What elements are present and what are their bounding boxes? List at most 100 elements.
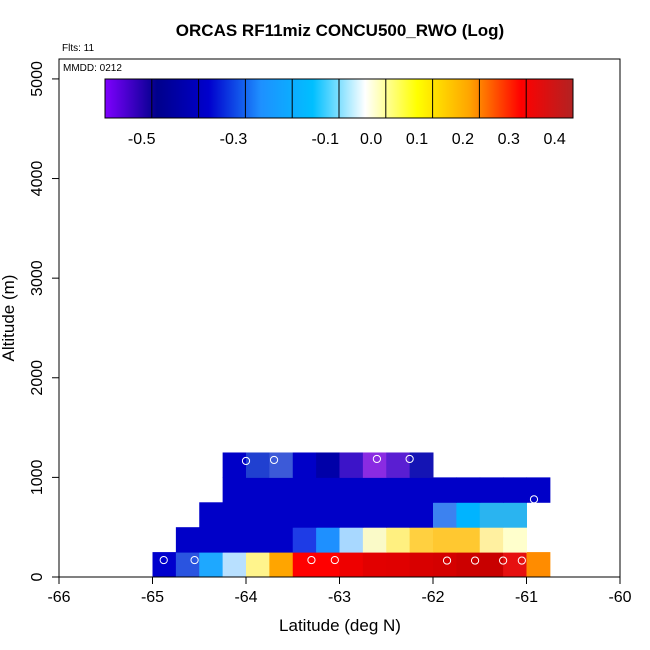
colorbar-tick-label: 0.4 [544,131,566,148]
flight-point [442,556,452,565]
flight-point [241,456,251,466]
heatmap-cell [246,552,270,578]
heatmap-cell [456,502,481,528]
y-axis-label: Altitude (m) [0,275,18,362]
heatmap-cell [503,502,527,528]
heatmap-cell [269,477,294,503]
x-tick-label: -64 [234,589,257,606]
heatmap-cell [339,477,364,503]
heatmap-cell [316,502,340,528]
heatmap-cell [386,502,411,528]
heatmap-cell [479,552,504,578]
heatmap-cell [222,502,247,528]
heatmap-cell [339,452,364,478]
heatmap-cell [222,477,247,503]
x-axis-label: Latitude (deg N) [279,616,401,635]
heatmap-cell [222,452,247,478]
flight-point [470,556,480,565]
heatmap-cell [362,477,387,503]
heatmap-cell [409,502,434,528]
heatmap-cell [362,552,387,578]
colorbar-tick-label: 0.0 [360,131,382,148]
colorbar-tick-label: -0.1 [311,131,339,148]
colorbar: -0.5 -0.3 -0.1 0.0 0.1 0.2 0.3 0.4 [104,78,574,148]
y-tick-label: 2000 [29,360,46,396]
flight-point [517,556,526,565]
heatmap-cell [409,477,434,503]
heatmap-cell [269,502,294,528]
heatmap-cell [199,552,224,578]
flight-point [499,556,508,565]
heatmap-cell [246,452,270,478]
flight-point [330,555,339,565]
chart-title: ORCAS RF11miz CONCU500_RWO (Log) [176,21,504,40]
x-tick-label: -63 [328,589,351,606]
heatmap-cell [222,527,247,553]
heatmap-cell [152,552,177,578]
heatmap-cell [339,502,364,528]
heatmap-cells [152,452,551,578]
flight-point [269,455,279,465]
heatmap-cell [246,477,270,503]
heatmap-cell [433,502,457,528]
heatmap-cell [222,552,247,578]
colorbar-tick-label: 0.3 [498,131,520,148]
heatmap-cell [269,452,294,478]
colorbar-tick-label: 0.1 [406,131,428,148]
heatmap-cell [175,527,200,553]
y-tick-label: 3000 [29,260,46,296]
heatmap-cell [433,552,457,578]
heatmap-cell [246,527,270,553]
heatmap-cell [409,452,434,478]
heatmap-cell [339,552,364,578]
flight-point [307,555,316,565]
heatmap-cell [316,452,340,478]
heatmap-cell [246,502,270,528]
colorbar-tick-label: 0.2 [452,131,474,148]
heatmap-cell [316,552,340,578]
heatmap-cell [362,527,387,553]
heatmap-cell [503,477,527,503]
heatmap-cell [456,552,481,578]
y-axis-ticks: 0 1000 2000 3000 4000 5000 [29,61,59,581]
y-tick-label: 5000 [29,61,46,97]
heatmap-cell [479,502,504,528]
heatmap-cell [409,552,434,578]
heatmap-cell [199,502,224,528]
heatmap-cell [175,552,200,578]
heatmap-cell [362,502,387,528]
heatmap-cell [503,527,527,553]
heatmap-cell [479,477,504,503]
flight-points [159,454,539,565]
y-tick-label: 0 [29,572,46,581]
heatmap-cell [269,527,294,553]
heatmap-cell [386,552,411,578]
y-tick-label: 4000 [29,161,46,197]
heatmap-cell [339,527,364,553]
y-tick-label: 1000 [29,459,46,495]
heatmap-cell [433,477,457,503]
flight-point [405,454,414,464]
colorbar-tick-label: -0.3 [220,131,248,148]
heatmap-cell [479,527,504,553]
x-axis-ticks: -66 -65 -64 -63 -62 -61 -60 [47,577,632,606]
heatmap-cell [526,552,551,578]
heatmap-cell [386,452,411,478]
x-tick-label: -61 [515,589,538,606]
heatmap-cell [316,477,340,503]
heatmap-cell [292,452,317,478]
heatmap-cell [199,527,224,553]
heatmap-cell [292,527,317,553]
x-tick-label: -66 [47,589,70,606]
colorbar-tick-label: -0.5 [128,131,156,148]
heatmap-cell [292,477,317,503]
flight-point [159,555,168,565]
heatmap-cell [433,527,457,553]
heatmap-cell [386,527,411,553]
heatmap-cell [292,552,317,578]
heatmap-cell [409,527,434,553]
flights-label: Flts: 11 [62,43,94,54]
x-tick-label: -62 [421,589,444,606]
heatmap-cell [456,527,481,553]
